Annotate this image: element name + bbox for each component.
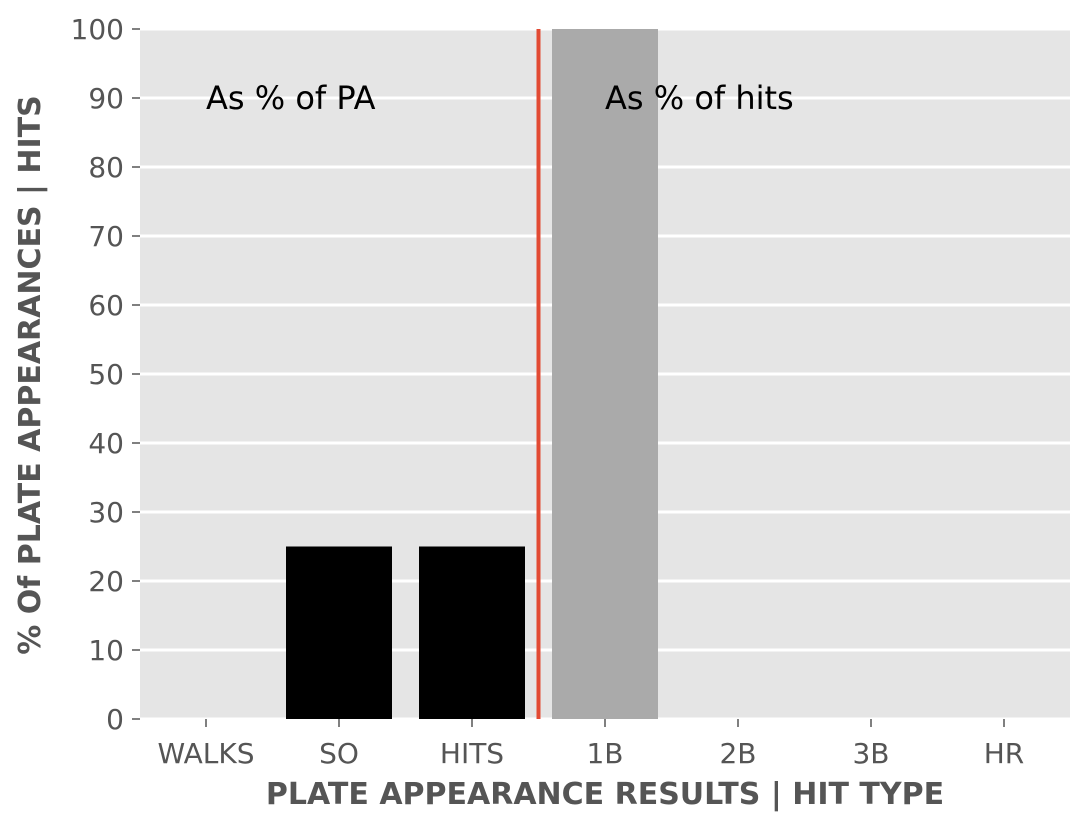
x-axis-label: PLATE APPEARANCE RESULTS | HIT TYPE: [266, 777, 944, 812]
bar-so: [286, 546, 392, 719]
y-tick-label: 60: [88, 289, 124, 322]
y-axis-label: % Of PLATE APPEARANCES | HITS: [13, 95, 48, 655]
x-tick-label: WALKS: [157, 737, 254, 770]
x-tick-label: 3B: [852, 737, 889, 770]
y-tick-label: 10: [88, 634, 124, 667]
annotation: As % of PA: [206, 79, 376, 117]
y-tick-label: 50: [88, 358, 124, 391]
bars: [286, 29, 658, 719]
y-tick-label: 80: [88, 151, 124, 184]
annotation: As % of hits: [605, 79, 794, 117]
bar-hits: [419, 546, 525, 719]
y-tick-label: 20: [88, 565, 124, 598]
y-tick-labels: 0 10 20 30 40 50 60 70 80 90 100: [71, 13, 140, 736]
bar-1b: [552, 29, 658, 719]
x-tick-label: HITS: [440, 737, 504, 770]
annotations: As % of PA As % of hits: [206, 79, 794, 117]
x-tick-label: 2B: [719, 737, 756, 770]
y-tick-label: 40: [88, 427, 124, 460]
x-tick-labels: WALKS SO HITS 1B 2B 3B HR: [157, 719, 1024, 770]
y-tick-label: 70: [88, 220, 124, 253]
x-tick-label: 1B: [586, 737, 623, 770]
y-tick-label: 0: [106, 703, 124, 736]
y-tick-label: 90: [88, 82, 124, 115]
y-tick-label: 30: [88, 496, 124, 529]
x-tick-label: HR: [984, 737, 1025, 770]
y-tick-label: 100: [71, 13, 124, 46]
x-tick-label: SO: [319, 737, 359, 770]
